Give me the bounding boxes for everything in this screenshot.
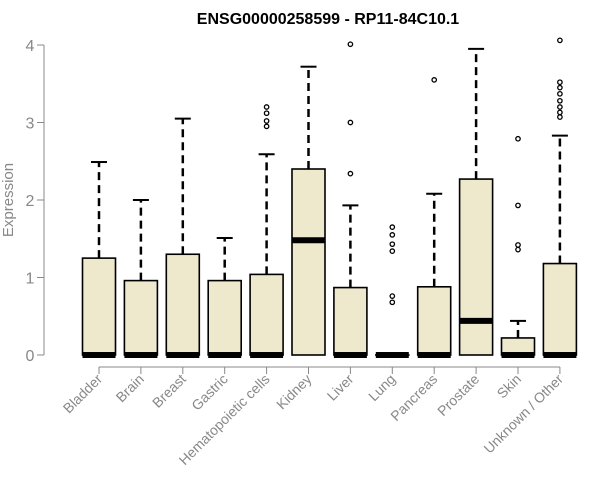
outlier-point <box>515 135 521 142</box>
outlier-point <box>389 299 396 306</box>
y-axis-label: Expression <box>0 163 17 237</box>
outlier-point <box>389 293 396 299</box>
outlier-point <box>431 77 438 83</box>
box-0 <box>81 161 117 358</box>
outlier-point <box>347 119 354 126</box>
outlier-point <box>557 97 563 104</box>
x-tick-label: Breast <box>149 371 189 411</box>
box-1 <box>123 199 159 358</box>
outlier-point <box>389 232 396 238</box>
outlier-point <box>347 41 354 48</box>
box-4 <box>249 104 284 358</box>
box-body <box>333 286 368 356</box>
outlier-point <box>515 246 521 253</box>
outlier-point <box>557 104 563 110</box>
box-group <box>81 37 578 358</box>
x-tick-label: Lung <box>365 371 398 404</box>
outlier-point <box>263 118 270 124</box>
box-body <box>165 253 201 356</box>
outlier-point <box>515 202 521 209</box>
box-body <box>81 257 117 356</box>
chart-title: ENSG00000258599 - RP11-84C10.1 <box>197 11 460 28</box>
box-body <box>291 168 326 356</box>
y-tick-label: 1 <box>26 271 35 288</box>
outlier-point <box>347 170 354 177</box>
outlier-point <box>515 242 521 248</box>
y-tick-label: 0 <box>26 348 35 365</box>
x-tick-label: Skin <box>494 371 525 402</box>
box-body <box>416 285 452 356</box>
box-7 <box>374 224 410 358</box>
box-10 <box>500 135 536 358</box>
box-body <box>123 279 159 356</box>
x-tick-label: Bladder <box>60 371 106 417</box>
box-5 <box>291 65 326 356</box>
box-body <box>207 279 242 356</box>
box-8 <box>416 77 452 358</box>
y-tick-label: 4 <box>26 38 35 55</box>
y-tick-label: 2 <box>26 193 35 210</box>
y-axis: 0 1 2 3 4 <box>26 38 45 365</box>
outlier-point <box>263 104 270 110</box>
x-tick-label: Kidney <box>273 371 315 413</box>
box-body <box>458 178 494 356</box>
outlier-point <box>557 84 563 91</box>
outlier-point <box>263 123 270 130</box>
box-3 <box>207 236 242 358</box>
box-body <box>249 273 284 356</box>
box-body <box>542 262 578 356</box>
x-tick-label: Unknown / Other <box>480 371 566 457</box>
outlier-point <box>557 114 563 120</box>
box-6 <box>333 41 368 358</box>
x-tick-label: Prostate <box>434 371 482 419</box>
box-2 <box>165 117 201 358</box>
box-11 <box>542 37 578 358</box>
y-tick-label: 3 <box>26 116 35 133</box>
box-9 <box>458 47 494 356</box>
x-tick-label: Brain <box>113 371 147 405</box>
outlier-point <box>557 79 563 86</box>
x-tick-label: Liver <box>324 371 357 404</box>
outlier-point <box>557 37 563 44</box>
outlier-point <box>557 109 563 116</box>
outlier-point <box>389 248 396 254</box>
outlier-point <box>557 90 563 97</box>
x-tick-label: Pancreas <box>387 371 440 424</box>
outlier-point <box>389 241 396 248</box>
outlier-point <box>389 224 396 230</box>
outlier-point <box>263 110 270 117</box>
